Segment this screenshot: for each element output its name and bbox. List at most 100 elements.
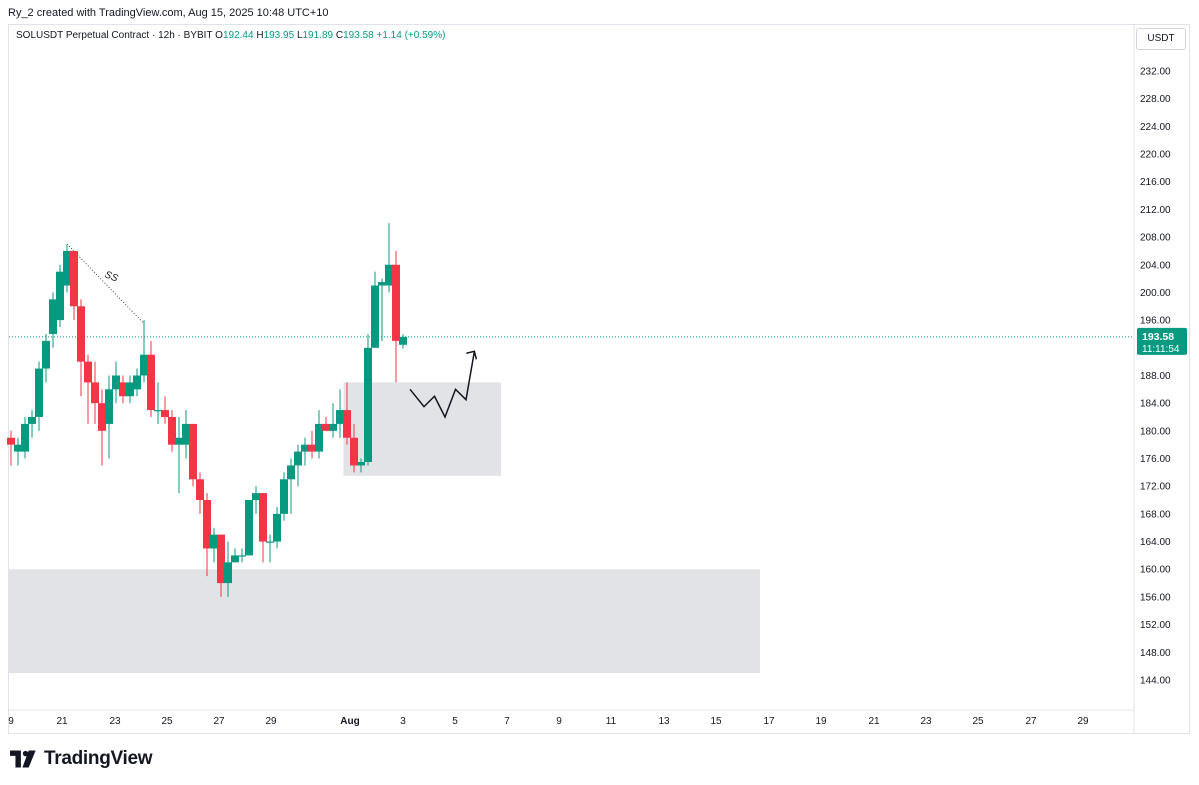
price-tick-label: 196.00 bbox=[1140, 316, 1171, 327]
candle bbox=[21, 423, 29, 452]
trendline bbox=[66, 243, 145, 324]
symbol-title: SOLUSDT Perpetual Contract · 12h · BYBIT bbox=[16, 30, 213, 41]
price-tick-label: 168.00 bbox=[1140, 509, 1171, 520]
price-tick-label: 180.00 bbox=[1140, 426, 1171, 437]
close-label: C bbox=[335, 30, 344, 41]
candle bbox=[189, 423, 197, 480]
price-tick-label: 212.00 bbox=[1140, 205, 1171, 216]
candle bbox=[84, 361, 92, 383]
candle bbox=[133, 375, 141, 390]
trendline-label: SS bbox=[103, 269, 120, 284]
candle bbox=[77, 306, 85, 362]
low-label: L bbox=[296, 30, 303, 41]
currency-selector[interactable]: USDT bbox=[1136, 28, 1186, 50]
price-tick-label: 208.00 bbox=[1140, 233, 1171, 244]
tradingview-brand: TradingView bbox=[10, 748, 153, 770]
price-tick-label: 144.00 bbox=[1140, 675, 1171, 686]
candle bbox=[168, 417, 176, 445]
time-tick-label: 13 bbox=[658, 716, 670, 727]
time-tick-label: 27 bbox=[1025, 716, 1037, 727]
price-tick-label: 200.00 bbox=[1140, 288, 1171, 299]
time-tick-label: 17 bbox=[763, 716, 775, 727]
chart-frame[interactable] bbox=[8, 24, 1190, 734]
time-tick-label: 7 bbox=[504, 716, 510, 727]
time-tick-label: 29 bbox=[265, 716, 277, 727]
candle bbox=[336, 410, 344, 424]
candle bbox=[371, 285, 379, 348]
candle bbox=[378, 282, 386, 286]
time-tick-label: 23 bbox=[109, 716, 121, 727]
time-tick-label: 19 bbox=[815, 716, 827, 727]
current-price-badge bbox=[1137, 327, 1187, 355]
candle bbox=[98, 403, 106, 431]
time-tick-label: 9 bbox=[8, 716, 14, 727]
candle bbox=[280, 479, 288, 514]
price-tick-label: 172.00 bbox=[1140, 482, 1171, 493]
candle bbox=[210, 534, 218, 549]
candle bbox=[315, 423, 323, 452]
time-tick-label: 11 bbox=[606, 716, 617, 727]
time-tick-label: 25 bbox=[161, 716, 173, 727]
candle bbox=[63, 250, 71, 286]
time-tick-label: 21 bbox=[56, 716, 68, 727]
candle bbox=[91, 382, 99, 404]
candle bbox=[329, 423, 337, 431]
close-value: 193.58 bbox=[343, 30, 374, 41]
candle bbox=[231, 555, 239, 563]
candle bbox=[350, 437, 358, 466]
candle bbox=[175, 437, 183, 445]
candle bbox=[112, 375, 120, 390]
candle bbox=[203, 500, 211, 549]
candle bbox=[238, 555, 246, 557]
projection-arrowhead bbox=[466, 350, 478, 360]
candle bbox=[182, 423, 190, 445]
price-tick-label: 228.00 bbox=[1140, 94, 1171, 105]
open-value: 192.44 bbox=[222, 30, 254, 41]
price-tick-label: 188.00 bbox=[1140, 371, 1171, 382]
price-tick-label: 164.00 bbox=[1140, 537, 1171, 548]
candle bbox=[140, 354, 148, 376]
price-tick-label: 148.00 bbox=[1140, 648, 1171, 659]
price-tick-label: 176.00 bbox=[1140, 454, 1171, 465]
price-tick-label: 220.00 bbox=[1140, 150, 1171, 161]
brand-name: TradingView bbox=[44, 748, 153, 769]
candle bbox=[56, 271, 64, 321]
candle bbox=[245, 500, 253, 556]
candle bbox=[126, 382, 134, 397]
candle bbox=[392, 264, 400, 341]
change-value: +1.14 (+0.59%) bbox=[376, 30, 446, 41]
price-tick-label: 224.00 bbox=[1140, 122, 1171, 133]
candle bbox=[28, 417, 36, 424]
time-tick-label: Aug bbox=[340, 716, 359, 727]
candle bbox=[42, 340, 50, 369]
candle bbox=[322, 423, 330, 431]
candle bbox=[266, 541, 274, 543]
candle bbox=[196, 479, 204, 501]
open-label: O bbox=[215, 30, 223, 41]
candle bbox=[119, 382, 127, 397]
zone-rect-0 bbox=[9, 569, 760, 674]
candle bbox=[294, 451, 302, 466]
candle bbox=[35, 368, 43, 417]
tradingview-logo-icon bbox=[10, 750, 36, 768]
candle bbox=[217, 534, 225, 584]
time-tick-label: 23 bbox=[920, 716, 932, 727]
symbol-legend: SOLUSDT Perpetual Contract · 12h · BYBIT… bbox=[16, 30, 445, 41]
candle bbox=[14, 444, 22, 452]
candle bbox=[161, 410, 169, 417]
candle bbox=[399, 336, 407, 345]
candle bbox=[364, 347, 372, 462]
low-value: 191.89 bbox=[302, 30, 334, 41]
time-tick-label: 21 bbox=[868, 716, 880, 727]
projection-path bbox=[409, 351, 476, 419]
price-tick-label: 184.00 bbox=[1140, 399, 1171, 410]
price-tick-label: 232.00 bbox=[1140, 67, 1171, 78]
price-tick-label: 156.00 bbox=[1140, 592, 1171, 603]
price-tick-label: 216.00 bbox=[1140, 177, 1171, 188]
price-tick-label: 160.00 bbox=[1140, 565, 1171, 576]
current-price-label: 193.58 bbox=[1142, 331, 1174, 343]
candle bbox=[147, 354, 155, 411]
time-tick-label: 3 bbox=[400, 716, 406, 727]
candle bbox=[287, 465, 295, 480]
